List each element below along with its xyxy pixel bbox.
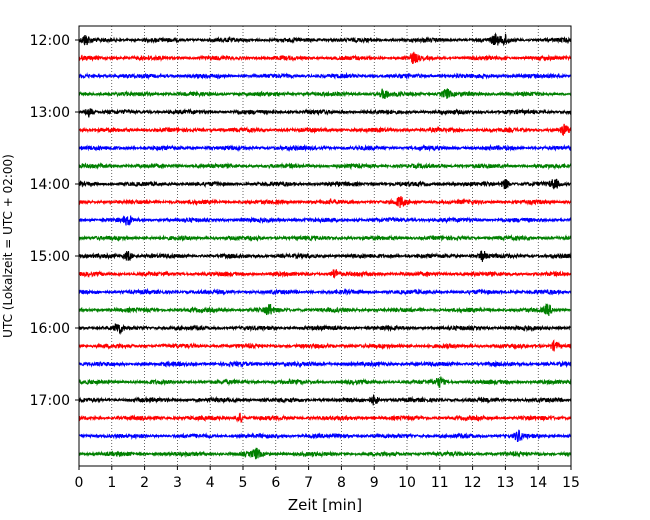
x-tick-label: 13	[496, 475, 514, 491]
trace-1345	[78, 161, 572, 171]
trace-1500	[78, 250, 572, 262]
trace-1200	[78, 32, 572, 47]
y-axis: 12:00 13:00 14:00 15:00 16:00 17:00	[30, 33, 79, 409]
x-tick-label: 12	[464, 475, 482, 491]
trace-1715	[78, 412, 572, 424]
x-tick-label: 3	[173, 475, 182, 491]
x-tick-label: 15	[562, 475, 580, 491]
x-tick-label: 6	[271, 475, 280, 491]
x-tick-label: 5	[239, 475, 248, 491]
x-tick-label: 11	[431, 475, 449, 491]
trace-1415	[78, 195, 572, 209]
y-axis-label: UTC (Lokalzeit = UTC + 02:00)	[1, 154, 15, 338]
trace-1730	[78, 429, 572, 443]
y-tick-label: 17:00	[30, 393, 70, 409]
x-tick-label: 7	[304, 475, 313, 491]
trace-1700	[78, 394, 572, 406]
trace-1615	[78, 339, 572, 352]
trace-1300	[78, 107, 572, 118]
trace-1330	[78, 143, 572, 153]
x-tick-label: 0	[75, 475, 84, 491]
x-tick-label: 4	[206, 475, 215, 491]
x-axis-label: Zeit [min]	[288, 496, 362, 514]
trace-1215	[78, 51, 572, 64]
x-tick-label: 2	[140, 475, 149, 491]
trace-1745	[78, 447, 572, 460]
trace-1445	[78, 234, 572, 242]
trace-1430	[78, 215, 572, 226]
trace-1630	[78, 359, 572, 369]
trace-1645	[78, 375, 572, 388]
x-tick-label: 10	[398, 475, 416, 491]
grid-lines	[111, 26, 539, 466]
y-tick-label: 14:00	[30, 177, 70, 193]
x-tick-label: 14	[529, 475, 547, 491]
trace-1230	[78, 71, 572, 81]
y-tick-label: 12:00	[30, 33, 70, 49]
trace-1600	[78, 323, 572, 336]
trace-1400	[78, 178, 572, 190]
trace-1515	[78, 269, 572, 280]
x-tick-label: 1	[107, 475, 116, 491]
y-tick-label: 16:00	[30, 321, 70, 337]
trace-1545	[78, 303, 572, 316]
trace-1245	[78, 88, 572, 99]
trace-1315	[78, 123, 572, 136]
plot-frame	[78, 25, 572, 467]
y-tick-label: 15:00	[30, 249, 70, 265]
x-axis: 0 1 2 3 4 5 6 7 8 9 10 11 12 13 14 15	[75, 466, 580, 491]
trace-1530	[78, 287, 572, 296]
y-tick-label: 13:00	[30, 105, 70, 121]
trace-group	[78, 32, 572, 460]
x-tick-label: 9	[370, 475, 379, 491]
x-tick-label: 8	[337, 475, 346, 491]
